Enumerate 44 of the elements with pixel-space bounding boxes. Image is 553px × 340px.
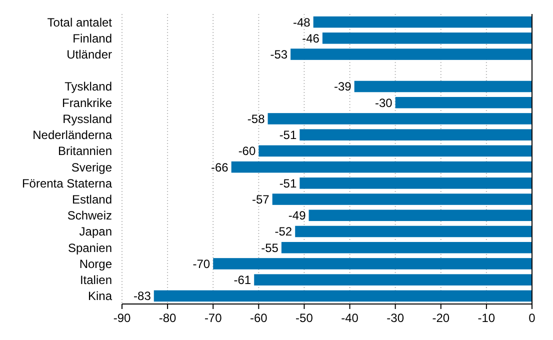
data-label: -39 — [334, 80, 352, 94]
y-tick-label: Estland — [72, 192, 112, 206]
data-label: -48 — [292, 15, 311, 30]
y-tick-label: Schweiz — [67, 208, 112, 223]
y-tick-label: Finland — [72, 31, 112, 46]
data-label: -58 — [247, 112, 266, 126]
y-tick-label: Total antalet — [47, 15, 113, 30]
data-label: -83 — [134, 289, 152, 304]
y-tick-label: Italien — [80, 273, 112, 288]
y-tick-label: Norge — [79, 256, 112, 271]
x-tick-label: -90 — [113, 311, 131, 325]
x-tick-label: -50 — [296, 311, 314, 325]
x-tick-label: -10 — [478, 311, 496, 325]
x-tick-label: -40 — [341, 311, 359, 325]
y-tick-label: Ryssland — [62, 112, 112, 126]
y-tick-label: Sverige — [71, 160, 112, 174]
x-tick-label: -70 — [204, 311, 222, 325]
y-tick-label: Förenta Staterna — [22, 176, 112, 190]
y-tick-label: Spanien — [68, 240, 112, 255]
y-tick-label: Utländer — [66, 47, 112, 62]
data-label: -46 — [302, 31, 320, 46]
data-label: -53 — [270, 47, 288, 62]
y-tick-label: Nederländerna — [32, 128, 112, 142]
data-label: -30 — [374, 96, 393, 110]
x-tick-label: -20 — [432, 311, 450, 325]
y-tick-label: Frankrike — [62, 96, 112, 110]
y-tick-label: Britannien — [58, 144, 112, 158]
x-tick-label: -80 — [158, 311, 177, 325]
y-tick-label: Japan — [79, 224, 112, 239]
y-tick-label: Kina — [88, 289, 112, 304]
data-label: -49 — [288, 208, 306, 223]
x-tick-label: 0 — [528, 311, 536, 325]
data-label: -66 — [210, 160, 229, 174]
data-label: -57 — [252, 192, 270, 206]
data-label: -51 — [279, 128, 297, 142]
data-label: -60 — [238, 144, 256, 158]
data-label: -51 — [279, 176, 297, 190]
x-tick-label: -60 — [250, 311, 268, 325]
data-label: -52 — [274, 224, 292, 239]
y-tick-label: Tyskland — [64, 80, 112, 94]
data-label: -55 — [261, 240, 279, 255]
data-label: -61 — [234, 273, 252, 288]
x-tick-label: -30 — [386, 311, 404, 325]
data-label: -70 — [192, 256, 210, 271]
